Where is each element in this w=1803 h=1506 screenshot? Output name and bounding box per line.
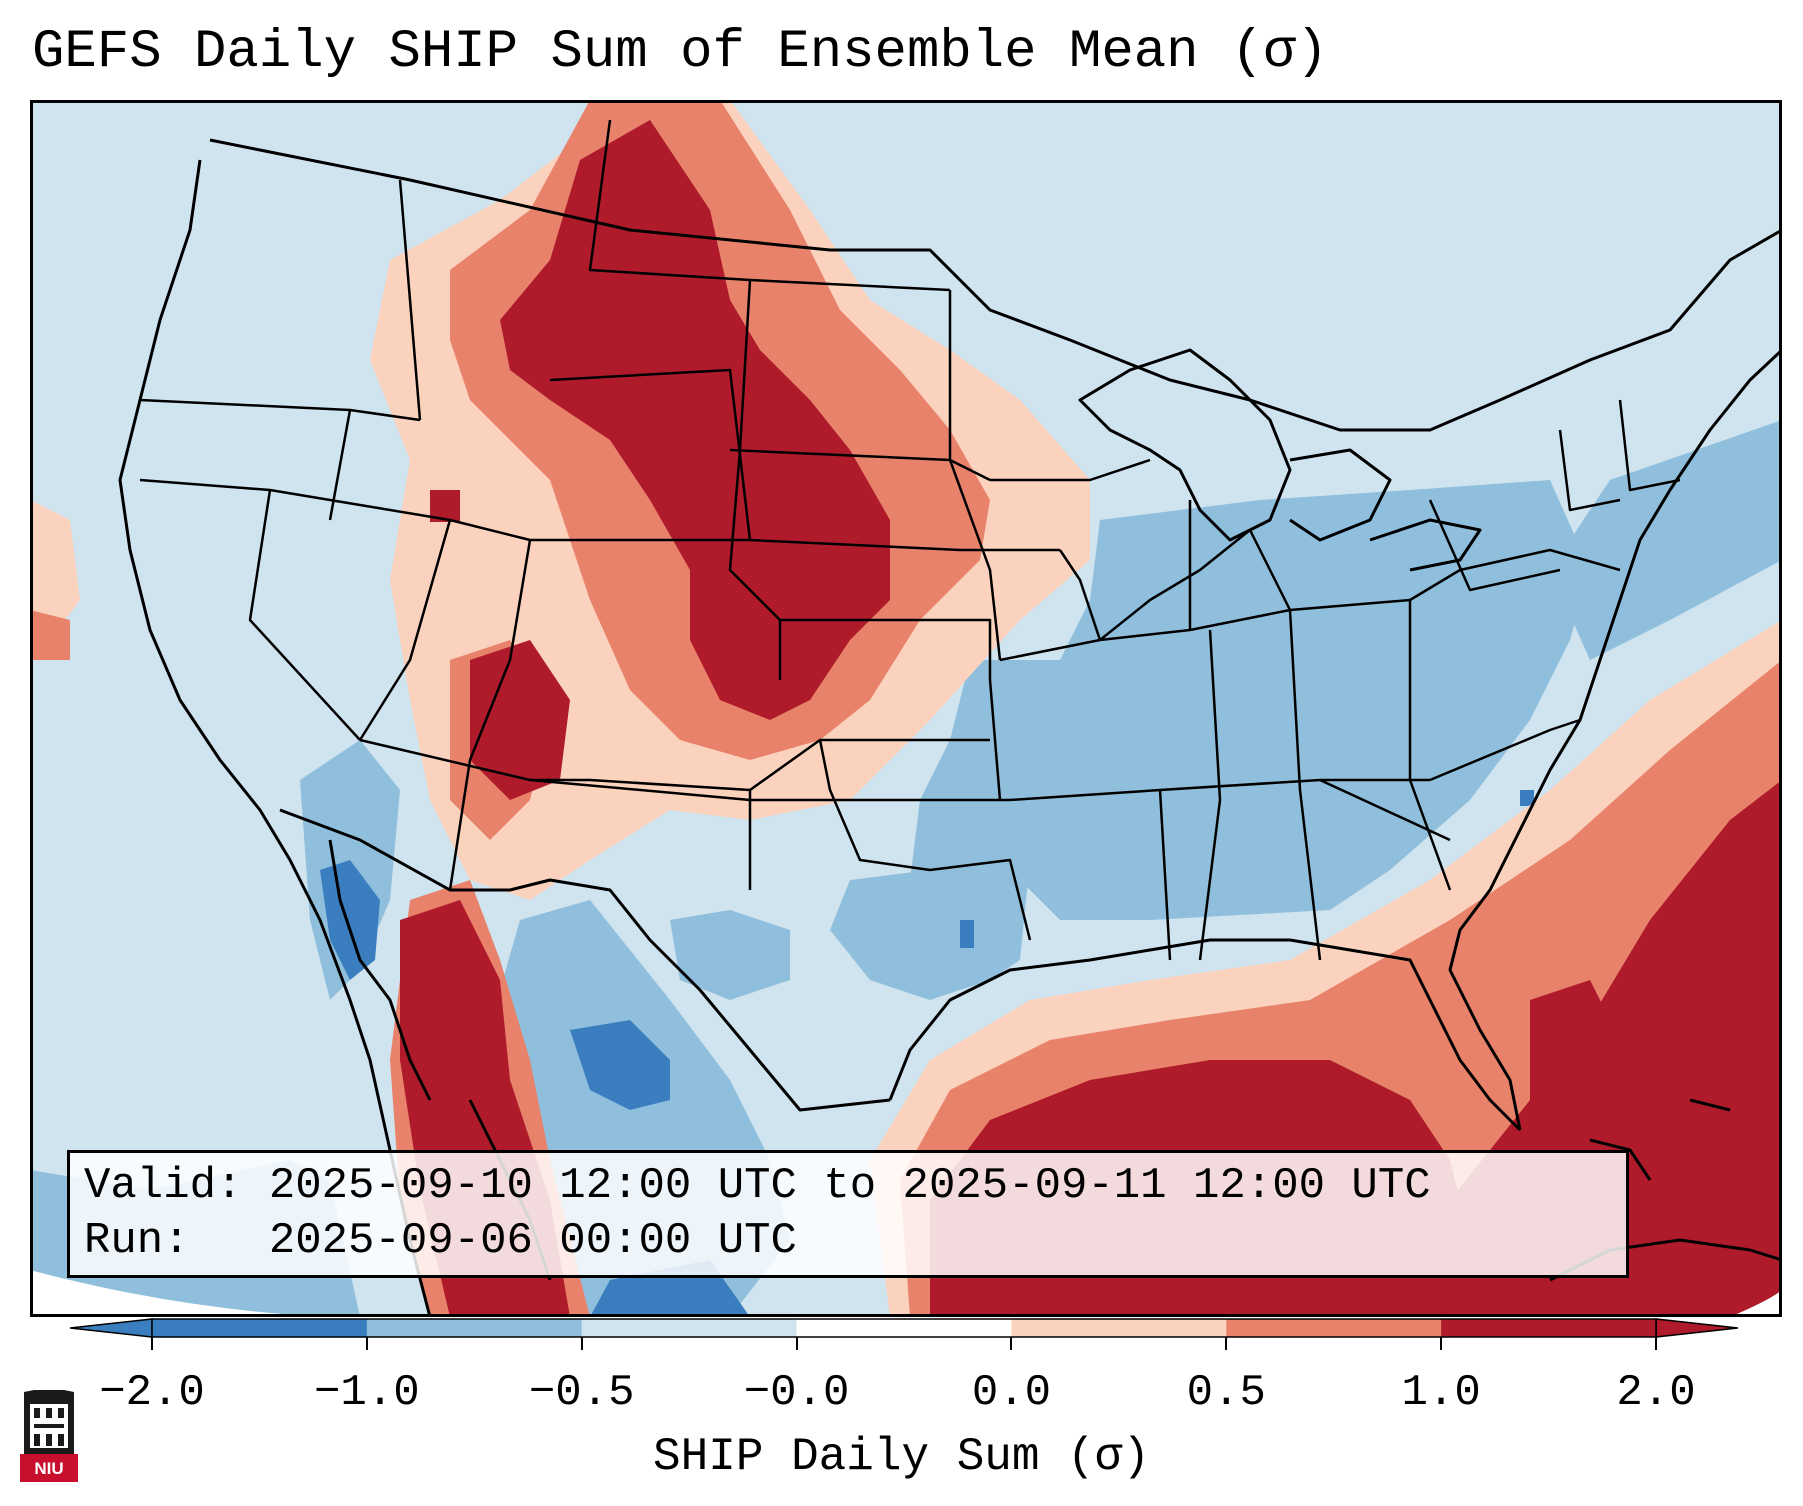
colorbar-tick-label: 2.0 — [1616, 1368, 1696, 1418]
us-mexico-border — [279, 808, 891, 1112]
colorbar-tick-label: 0.5 — [1186, 1368, 1266, 1418]
valid-label: Valid: — [84, 1161, 243, 1211]
colorbar-tick-mark — [1010, 1338, 1013, 1350]
canada-border — [209, 138, 1782, 432]
colorbar-tick-mark — [795, 1338, 798, 1350]
colorbar-tick-label: 0.0 — [971, 1368, 1052, 1418]
colorbar-tick-label: −2.0 — [99, 1368, 205, 1418]
colorbar-tick-mark — [151, 1338, 153, 1350]
colorbar-tick-mark — [1225, 1338, 1228, 1350]
great-lakes — [1078, 348, 1292, 542]
colorbar-bin — [1226, 1319, 1442, 1337]
colorbar-extend-min — [70, 1318, 153, 1338]
colorbar-tick-mark — [1655, 1338, 1657, 1350]
colorbar-tick-mark — [1440, 1338, 1443, 1350]
run-label: Run: — [84, 1216, 190, 1266]
chart-title: GEFS Daily SHIP Sum of Ensemble Mean (σ) — [32, 22, 1329, 83]
colorbar-bin — [152, 1319, 368, 1337]
colorbar-label: SHIP Daily Sum (σ) — [653, 1431, 1150, 1483]
projection-edge — [30, 1270, 330, 1317]
gulf-coast — [888, 938, 1522, 1132]
niu-logo-text: NIU — [34, 1459, 63, 1478]
strong-negative-shading — [320, 790, 1534, 1317]
colorbar-tick-label: −0.5 — [528, 1368, 635, 1418]
colorbar-tick-label: −1.0 — [314, 1368, 420, 1418]
colorbar-extend-max — [1655, 1318, 1738, 1338]
valid-run-info-box: Valid: 2025-09-10 12:00 UTC to 2025-09-1… — [67, 1150, 1629, 1278]
valid-range: 2025-09-10 12:00 UTC to 2025-09-11 12:00… — [268, 1161, 1431, 1211]
colorbar — [70, 1318, 1738, 1338]
baja-outline — [328, 839, 432, 1101]
niu-logo: NIU — [20, 1390, 78, 1482]
colorbar-tick-mark — [365, 1338, 368, 1350]
colorbar-bin — [1441, 1319, 1657, 1337]
run-time: 2025-09-06 00:00 UTC — [268, 1216, 797, 1266]
colorbar-bin — [366, 1319, 583, 1337]
colorbar-bin — [796, 1319, 1012, 1337]
colorbar-tick-mark — [580, 1338, 583, 1350]
map-panel — [30, 100, 1782, 1317]
colorbar-bin — [581, 1319, 798, 1337]
east-coast — [1448, 348, 1782, 1131]
colorbar-tick-label: −0.0 — [743, 1368, 850, 1418]
colorbar-tick-label: 1.0 — [1401, 1368, 1481, 1418]
colorbar-bin — [1011, 1319, 1227, 1337]
us-west-coast — [118, 159, 432, 1317]
state-lines — [139, 119, 1681, 961]
map-outlines — [118, 119, 1782, 1317]
